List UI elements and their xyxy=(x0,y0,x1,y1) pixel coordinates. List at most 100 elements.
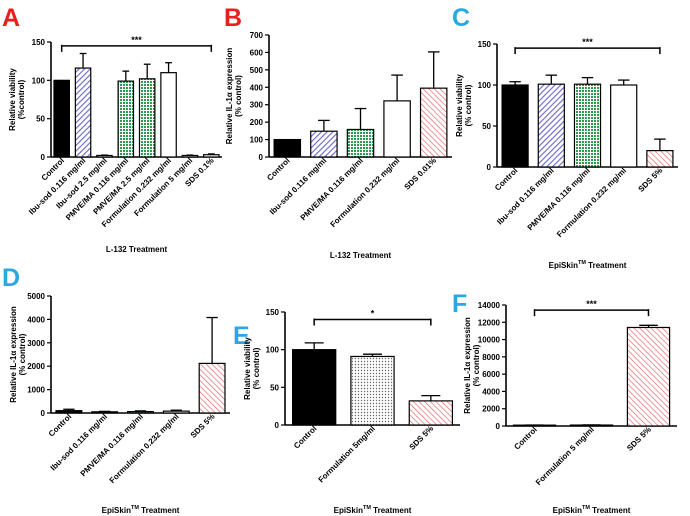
category-label: SDS 5% xyxy=(408,424,436,452)
y-axis-label-line: Relative IL-1α expression xyxy=(9,306,18,403)
panel-letter: D xyxy=(2,264,20,292)
bar xyxy=(610,84,638,168)
y-axis-label: Relative IL-1α expression(% control) xyxy=(225,48,243,145)
y-tick-label: 6000 xyxy=(482,370,500,379)
y-tick-label: 100 xyxy=(32,76,46,85)
y-tick-label: 200 xyxy=(250,118,264,127)
x-axis-label: L-132 Treatment xyxy=(330,251,392,260)
bar xyxy=(501,84,529,168)
x-axis-label: EpiSkinTM Treatment xyxy=(549,260,627,270)
x-axis-label-superscript: TM xyxy=(363,505,371,511)
y-tick-label: 700 xyxy=(250,31,264,40)
y-tick-label: 0 xyxy=(275,421,280,430)
y-axis-label-line: (% control) xyxy=(472,344,481,386)
bar xyxy=(273,138,302,158)
panel-letter: E xyxy=(233,322,250,350)
y-tick-label: 150 xyxy=(32,38,46,47)
y-axis-label-line: Relative viability xyxy=(455,74,464,137)
y-tick-label: 400 xyxy=(250,83,264,92)
x-axis-label-part: EpiSkin xyxy=(549,261,578,270)
bar xyxy=(537,83,565,168)
x-axis-label-part: Treatment xyxy=(586,261,627,270)
y-axis-label-line: (%control) xyxy=(17,79,26,119)
category-label: Formulation 5mg/ml xyxy=(316,424,376,484)
bar xyxy=(383,100,411,158)
category-label: SDS 5% xyxy=(637,166,665,194)
y-axis-label: Relative viability(% control) xyxy=(243,337,261,400)
x-axis-label-part: Treatment xyxy=(371,506,412,515)
category-label: PMVE/MA 0.116 mg/ml xyxy=(526,166,592,232)
category-label: PMVE/MA 0.116 mg/ml xyxy=(299,156,365,222)
y-axis-label-line: Relative viability xyxy=(8,68,17,131)
y-axis-label-line: Relative IL-1α expression xyxy=(225,48,234,145)
x-axis-label-part: EpiSkin xyxy=(334,506,363,515)
bar xyxy=(419,87,448,158)
y-axis-label: Relative viability(%control) xyxy=(8,68,26,131)
x-axis-label-part: EpiSkin xyxy=(102,506,131,515)
x-axis-label: L-132 Treatment xyxy=(106,245,168,254)
y-tick-label: 100 xyxy=(266,346,280,355)
bar xyxy=(160,72,177,158)
category-label: Control xyxy=(493,166,519,192)
y-axis-label-line: (% control) xyxy=(234,75,243,117)
y-tick-label: 0 xyxy=(259,153,264,162)
y-tick-label: 150 xyxy=(266,308,280,317)
panel-b: B 0 100 200 300 400 500 600 700 Relative IL-1α ex… xyxy=(224,4,452,260)
bar xyxy=(138,78,156,158)
y-axis-label: Relative viability(% control) xyxy=(455,74,473,137)
y-tick-label: 4000 xyxy=(482,387,500,396)
y-axis-label-line: Relative viability xyxy=(243,337,252,400)
y-tick-label: 150 xyxy=(478,40,492,49)
bar xyxy=(346,128,375,158)
bar xyxy=(626,326,671,427)
y-tick-label: 0 xyxy=(496,422,501,431)
y-tick-label: 50 xyxy=(482,122,491,131)
x-axis-label: EpiSkinTM Treatment xyxy=(102,505,180,515)
category-label: Formulation 0.232 mg/ml xyxy=(329,156,402,229)
y-axis-label-line: Relative IL-1α expression xyxy=(463,317,472,414)
bar xyxy=(350,355,395,426)
y-tick-label: 600 xyxy=(250,48,264,57)
significance-label: *** xyxy=(582,37,593,47)
x-axis-label-superscript: TM xyxy=(582,505,590,511)
x-axis-label-part: Treatment xyxy=(139,506,180,515)
y-axis-label-line: (% control) xyxy=(252,347,261,389)
category-label: Control xyxy=(292,424,318,450)
bar xyxy=(127,410,154,414)
panel-letter: F xyxy=(452,290,467,318)
x-axis-label-superscript: TM xyxy=(131,505,139,511)
y-tick-label: 50 xyxy=(270,383,279,392)
y-tick-label: 12000 xyxy=(478,318,501,327)
y-tick-label: 8000 xyxy=(482,353,500,362)
significance-label: *** xyxy=(131,35,142,45)
x-axis-label-part: Treatment xyxy=(590,506,631,515)
panel-f: F 0 2000 4000 6000 8000 10000 12000 14000 Relativ… xyxy=(452,290,677,515)
bar xyxy=(198,362,226,414)
bar xyxy=(573,83,602,168)
y-tick-label: 0 xyxy=(41,409,46,418)
category-label: SDS 5% xyxy=(189,412,217,440)
y-tick-label: 10000 xyxy=(478,336,501,345)
y-tick-label: 2000 xyxy=(27,362,45,371)
x-axis-label: EpiSkinTM Treatment xyxy=(334,505,412,515)
bar xyxy=(55,410,83,414)
significance-label: * xyxy=(371,309,375,319)
category-label: Control xyxy=(512,425,538,451)
panel-c: C 0 50 100 150 Relative viability(% control) C… xyxy=(452,4,678,270)
y-tick-label: 14000 xyxy=(478,301,501,310)
panel-letter: B xyxy=(224,4,242,32)
category-label: PMVE/MA 0.116 mg/ml xyxy=(79,412,145,478)
y-axis-label: Relative IL-1α expression(% control) xyxy=(9,306,27,403)
y-tick-label: 50 xyxy=(36,115,45,124)
x-axis-label-part: EpiSkin xyxy=(553,506,582,515)
y-tick-label: 1000 xyxy=(27,386,45,395)
panel-e: E 0 50 100 150 Relative viability(% control) C… xyxy=(233,308,460,515)
y-tick-label: 2000 xyxy=(482,405,500,414)
y-axis-label-line: (% control) xyxy=(18,333,27,375)
category-label: Formulation 5 mg/ml xyxy=(534,425,596,487)
y-tick-label: 500 xyxy=(250,66,264,75)
bar xyxy=(310,130,338,158)
